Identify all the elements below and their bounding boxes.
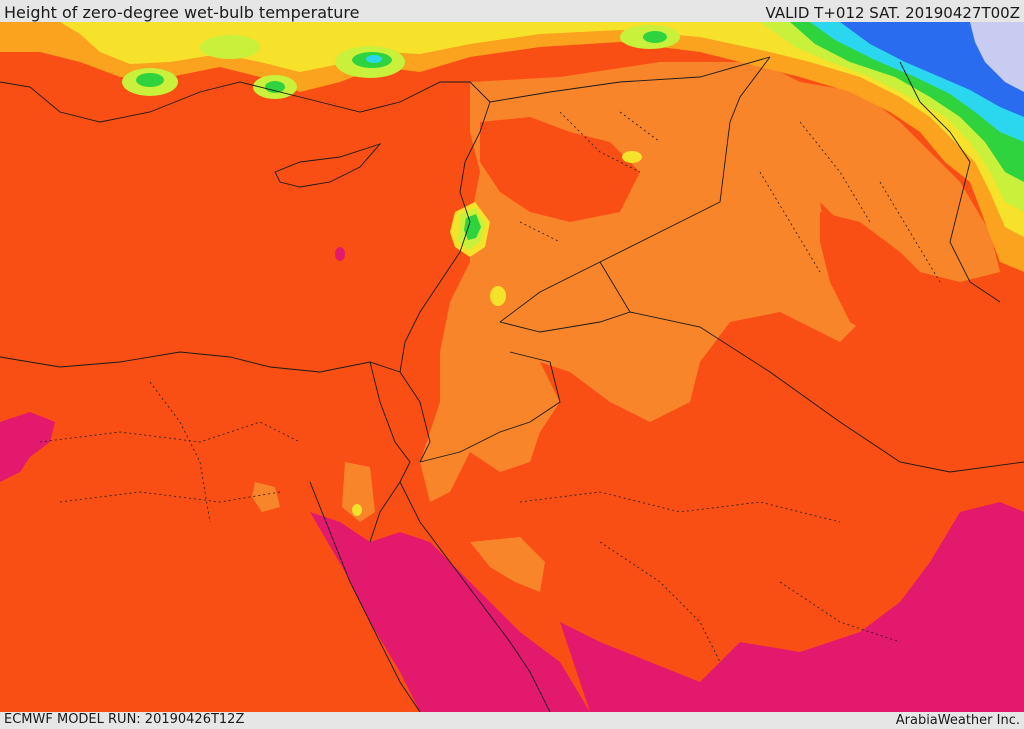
footer-bar: ECMWF MODEL RUN: 20190426T12Z ArabiaWeat… <box>0 712 1024 729</box>
north-lavender-region <box>970 22 1024 92</box>
turkey-lime-blob-4 <box>200 35 260 59</box>
syria-yellow-spot <box>490 286 506 306</box>
iraq-yellow-spot <box>622 151 642 163</box>
jordan-saudi-border <box>419 351 561 463</box>
egypt-province-lines <box>39 381 301 523</box>
libya-magenta <box>0 412 55 482</box>
iraq-province-lines <box>759 121 941 283</box>
arabia-magenta <box>560 502 1024 712</box>
turkey-green-blob-1 <box>136 73 164 87</box>
light-orange-strip-3 <box>342 462 375 522</box>
iraq-saudi-border <box>629 311 1024 473</box>
sinai-israel-border <box>399 371 431 463</box>
brand-credit: ArabiaWeather Inc. <box>895 713 1020 728</box>
syria-turkey-border <box>489 56 771 103</box>
internal-borders-layer <box>39 111 941 663</box>
sinai-gulf-west <box>369 361 411 543</box>
syria-iraq-border <box>499 56 771 323</box>
arabia-province-lines <box>519 491 901 663</box>
base-patch-north-syria <box>480 117 640 222</box>
levant-coast <box>399 101 491 373</box>
sinai-yellow-spot <box>352 504 362 516</box>
lebanon-green <box>464 214 481 240</box>
turkey-green-blob-3 <box>265 81 285 93</box>
light-orange-strip-2 <box>252 482 280 512</box>
red-sea-magenta <box>310 512 590 712</box>
red-sea-east-coast <box>399 481 551 712</box>
red-sea-west-coast <box>309 481 421 712</box>
header-bar: Height of zero-degree wet-bulb temperatu… <box>0 0 1024 22</box>
jordan-border <box>499 261 631 333</box>
base-patch-iraq-southeast <box>820 212 930 342</box>
syria-magenta-dot <box>335 247 345 261</box>
egypt-north-coast <box>0 351 401 373</box>
model-run: ECMWF MODEL RUN: 20190426T12Z <box>4 712 245 727</box>
light-orange-strip-1 <box>470 537 545 592</box>
forecast-map <box>0 22 1024 712</box>
borders-layer <box>0 56 1024 712</box>
cyprus-coast <box>274 143 382 188</box>
syria-province-lines <box>519 111 661 243</box>
turkey-south-coast <box>0 81 491 123</box>
iraq-iran-border <box>899 61 1001 303</box>
map-title: Height of zero-degree wet-bulb temperatu… <box>4 3 360 22</box>
turkey-cyan-blob-2 <box>366 55 382 63</box>
valid-time: VALID T+012 SAT. 20190427T00Z <box>765 4 1020 22</box>
turkey-green-blob-5 <box>643 31 667 43</box>
